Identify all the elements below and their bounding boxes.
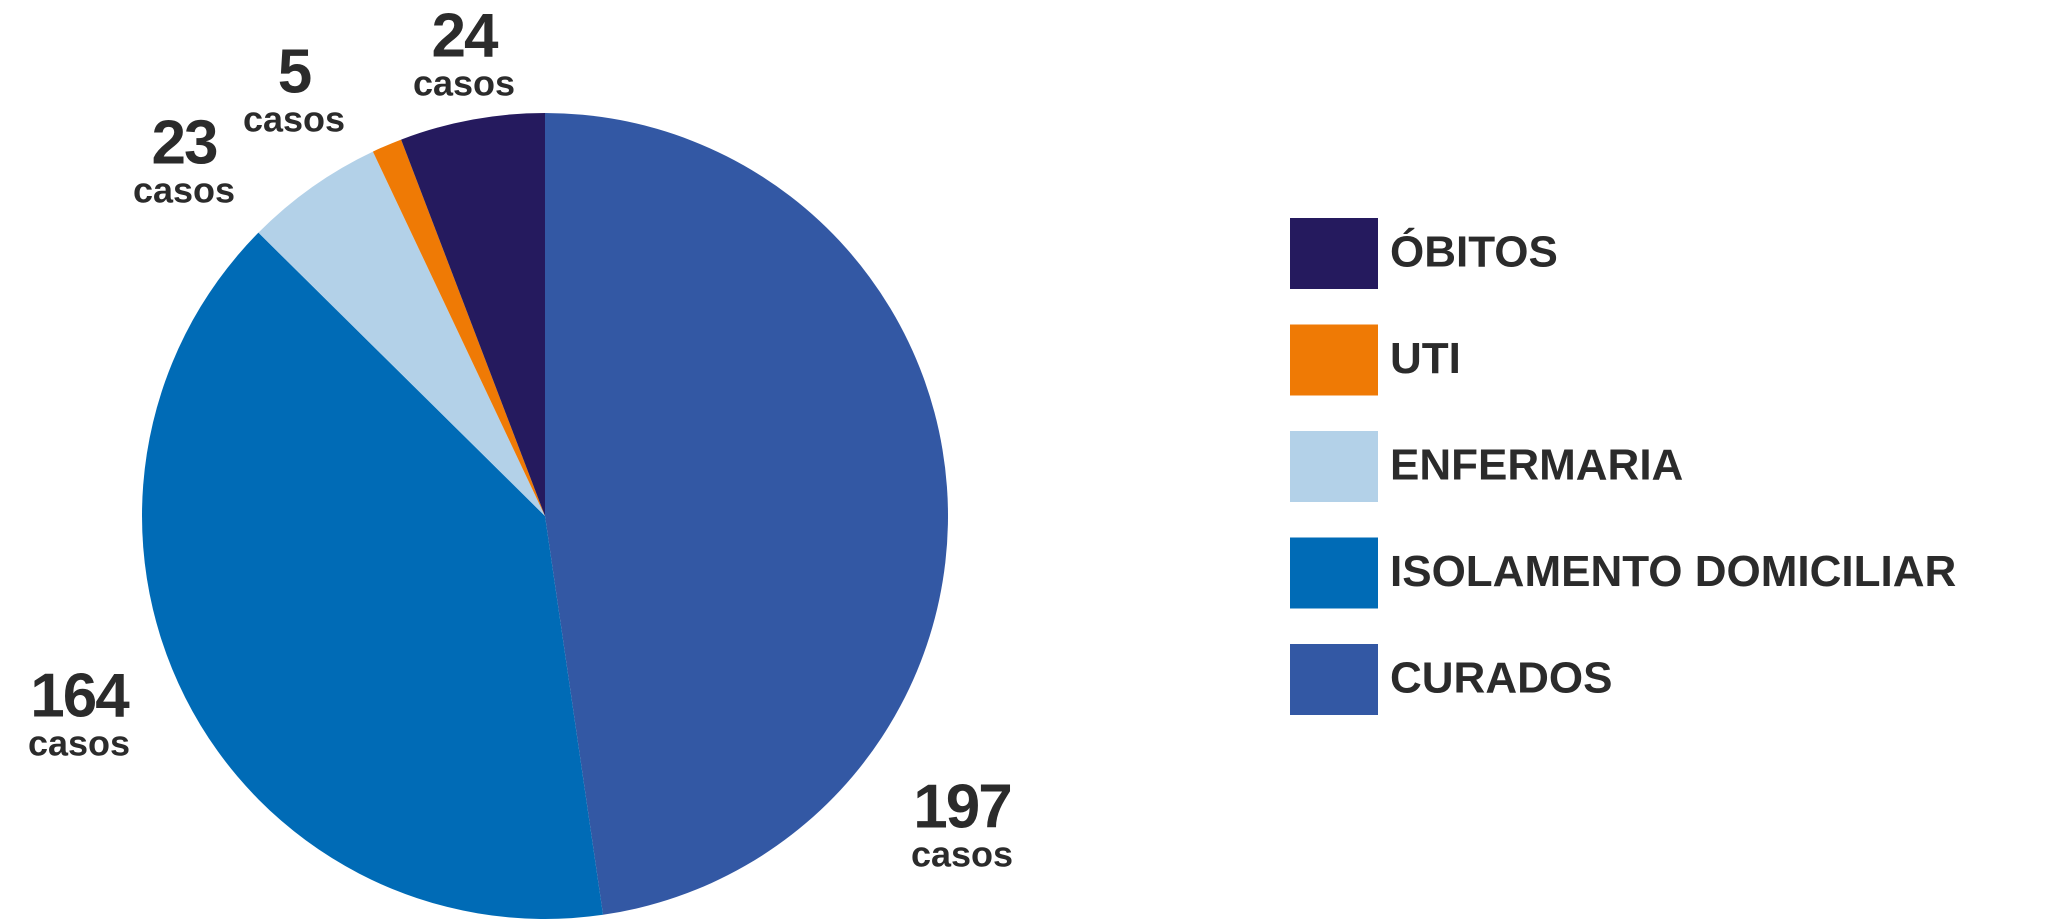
legend-swatch [1290,537,1378,609]
data-label: 5 [278,37,311,106]
data-label-unit: casos [133,170,235,211]
data-label: 197 [913,772,1010,841]
data-label: 164 [30,661,130,730]
legend-label: CURADOS [1390,654,1612,703]
data-label: 23 [152,108,217,177]
legend-swatch [1290,431,1378,502]
legend-swatch [1290,324,1378,396]
legend-swatch [1290,644,1378,715]
legend-label: ÓBITOS [1390,227,1558,277]
legend-swatch [1290,218,1378,289]
data-label: 24 [432,1,499,70]
legend-label: UTI [1390,334,1461,383]
data-label-unit: casos [413,63,515,104]
data-label-unit: casos [911,834,1013,875]
pie-slice [401,113,545,516]
data-label-unit: casos [243,99,345,140]
data-label-unit: casos [28,723,130,764]
legend-label: ENFERMARIA [1390,441,1683,490]
legend-label: ISOLAMENTO DOMICILIAR [1390,547,1956,596]
pie-slice [258,151,545,517]
pie-slice [372,139,545,516]
pie-slice [142,232,604,920]
pie-slice [545,113,948,915]
